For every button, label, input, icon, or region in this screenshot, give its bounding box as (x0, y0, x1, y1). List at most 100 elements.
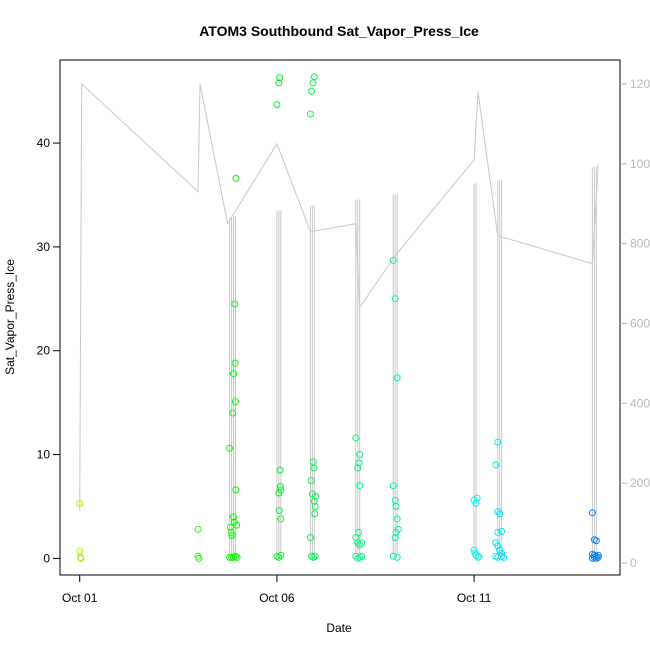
data-point (358, 539, 366, 547)
data-point (492, 461, 500, 469)
data-point (233, 521, 241, 529)
y2-axis: 0 2000 4000 6000 8000 10000 12000 (620, 77, 650, 570)
plot-frame (59, 59, 621, 576)
y-tick-label: 20 (37, 344, 51, 358)
right-axis-line (79, 82, 599, 556)
x-tick-label: Oct 06 (259, 591, 295, 605)
y2-tick-label: 6000 (630, 316, 650, 330)
data-point (393, 553, 401, 561)
data-point (227, 528, 235, 536)
data-point (474, 553, 482, 561)
data-point (475, 552, 483, 560)
y-axis: 0 10 20 30 40 (37, 136, 60, 565)
data-point (194, 525, 202, 533)
y2-tick-label: 8000 (630, 237, 650, 251)
data-point (232, 174, 240, 182)
data-point (352, 434, 360, 442)
data-point (393, 374, 401, 382)
data-point (308, 87, 316, 95)
data-point (231, 359, 239, 367)
data-point (307, 477, 315, 485)
data-point (356, 482, 364, 490)
data-point (275, 507, 283, 515)
data-point (228, 532, 236, 540)
x-tick-label: Oct 11 (457, 591, 492, 605)
data-point (355, 528, 363, 536)
data-point (277, 486, 285, 494)
chart-title: ATOM3 Southbound Sat_Vapor_Press_Ice (199, 23, 479, 39)
data-point (195, 554, 203, 562)
data-point (231, 552, 239, 560)
data-point (473, 494, 481, 502)
data-point (358, 552, 366, 560)
data-point (276, 483, 284, 491)
data-point (389, 482, 397, 490)
data-point (500, 553, 508, 561)
data-point (226, 523, 234, 531)
data-point (229, 409, 237, 417)
data-point (306, 110, 314, 118)
data-point (306, 534, 314, 542)
data-point (273, 101, 281, 109)
data-point (494, 508, 502, 516)
data-point (392, 502, 400, 510)
data-point (472, 499, 480, 507)
data-point (588, 509, 596, 517)
y-tick-label: 10 (37, 448, 51, 462)
data-point (277, 551, 285, 559)
y2-tick-label: 12000 (630, 77, 650, 91)
data-point (392, 528, 400, 536)
x-axis-label: Date (326, 621, 352, 635)
data-point (76, 499, 84, 507)
data-point (494, 438, 502, 446)
data-point (230, 370, 238, 378)
data-point (356, 451, 364, 459)
data-point (310, 497, 318, 505)
data-point (354, 464, 362, 472)
data-point (494, 542, 502, 550)
y-tick-label: 0 (43, 551, 50, 565)
y2-tick-label: 0 (630, 556, 637, 570)
data-point (594, 553, 602, 561)
data-point (494, 528, 502, 536)
data-point (498, 527, 506, 535)
data-point (496, 510, 504, 518)
data-point (312, 492, 320, 500)
data-point (310, 464, 318, 472)
data-point (231, 300, 239, 308)
data-point (310, 73, 318, 81)
y-tick-label: 40 (37, 136, 51, 150)
data-point (233, 553, 241, 561)
data-point (356, 541, 364, 549)
data-point (391, 295, 399, 303)
data-point (311, 502, 319, 510)
data-point (275, 79, 283, 87)
data-point (275, 553, 283, 561)
y2-tick-label: 2000 (630, 476, 650, 490)
data-point (592, 537, 600, 545)
data-point (389, 256, 397, 264)
x-axis: Oct 01 Oct 06 Oct 11 (62, 575, 492, 605)
data-point (231, 398, 239, 406)
data-point (391, 534, 399, 542)
data-point (498, 549, 506, 557)
data-point (232, 486, 240, 494)
data-point (277, 515, 285, 523)
data-point (311, 552, 319, 560)
y2-tick-label: 4000 (630, 396, 650, 410)
y2-tick-label: 10000 (630, 157, 650, 171)
data-point (230, 513, 238, 521)
data-point (311, 510, 319, 518)
y-axis-label: Sat_Vapor_Press_Ice (3, 259, 17, 375)
data-point (355, 459, 363, 467)
y-tick-label: 30 (37, 240, 51, 254)
x-tick-label: Oct 01 (62, 591, 98, 605)
data-point (393, 515, 401, 523)
data-point (276, 466, 284, 474)
data-point (226, 444, 234, 452)
data-point (310, 553, 318, 561)
data-point (77, 554, 85, 562)
points-layer (76, 73, 602, 562)
